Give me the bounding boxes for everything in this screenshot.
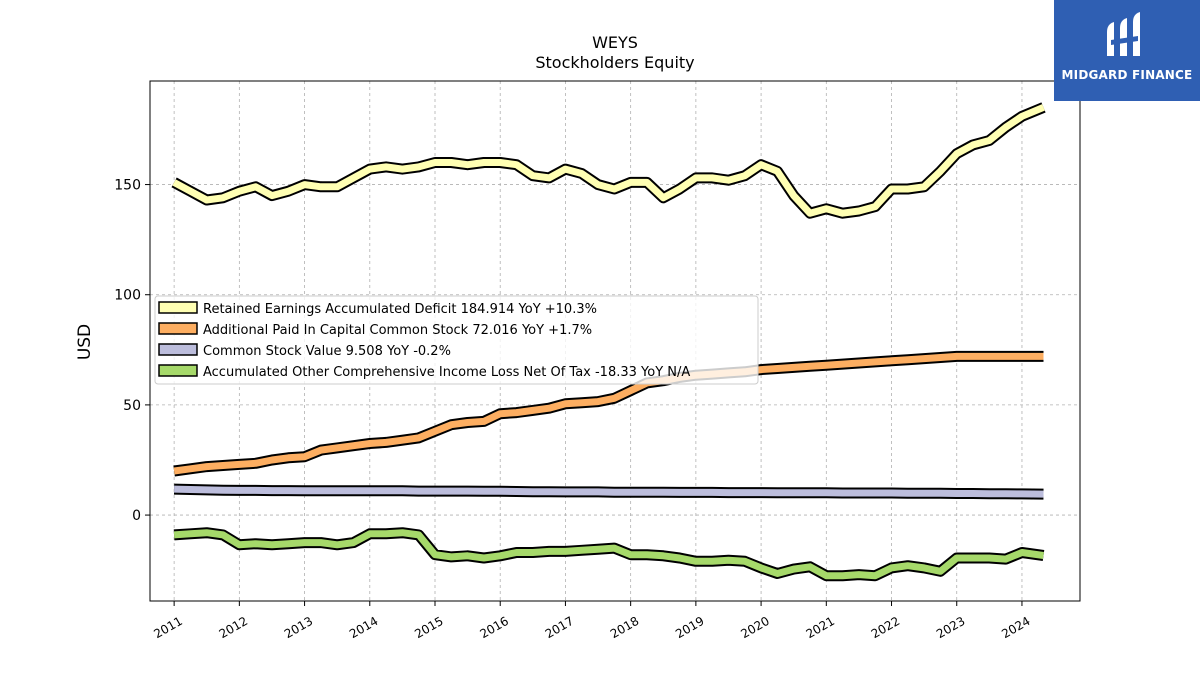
series-lines	[171, 102, 1046, 582]
x-tick-label: 2018	[608, 614, 641, 641]
y-ticks: 0 50 100 150	[114, 178, 150, 524]
series-line-accumulated-other-comprehensive-income-l	[173, 529, 1044, 580]
x-tick-label: 2016	[477, 614, 510, 641]
x-tick-label: 2022	[869, 614, 902, 641]
legend-swatch-retained-earnings	[158, 301, 198, 314]
chart-title: WEYS	[592, 33, 638, 52]
y-axis-label: USD	[75, 324, 95, 360]
plot-frame	[149, 80, 1081, 602]
legend: Retained Earnings Accumulated Deficit 18…	[154, 295, 759, 385]
series-line-common-stock-value-yoy	[174, 485, 1044, 498]
series-line-additional-paid-in-capital-common-stock-	[173, 352, 1044, 475]
x-tick-label: 2021	[804, 614, 837, 641]
y-tick-label: 150	[114, 178, 141, 194]
x-tick-label: 2020	[738, 614, 771, 641]
brand-logo-wordmark: MIDGARD FINANCE	[1061, 68, 1193, 82]
legend-label-accumulated-oci: Accumulated Other Comprehensive Income L…	[203, 365, 690, 380]
x-tick-label: 2017	[543, 614, 576, 641]
legend-label-common-stock-value: Common Stock Value 9.508 YoY -0.2%	[203, 344, 451, 359]
brand-logo-mark-icon	[1107, 12, 1140, 56]
x-tick-label: 2019	[673, 614, 706, 641]
legend-swatch-additional-paid-in-capital	[158, 322, 198, 335]
legend-box	[154, 295, 759, 385]
x-tick-label: 2023	[934, 614, 967, 641]
legend-label-retained-earnings: Retained Earnings Accumulated Deficit 18…	[203, 302, 597, 317]
chart-subtitle: Stockholders Equity	[535, 53, 694, 72]
brand-logo: MIDGARD FINANCE	[1054, 0, 1200, 101]
legend-label-additional-paid-in-capital: Additional Paid In Capital Common Stock …	[203, 323, 592, 338]
x-tick-label: 2024	[999, 614, 1032, 641]
legend-swatch-common-stock-value	[158, 343, 198, 356]
legend-swatch-accumulated-oci	[158, 364, 198, 377]
x-tick-label: 2014	[347, 614, 380, 641]
y-tick-label: 100	[114, 288, 141, 304]
y-tick-label: 50	[123, 398, 141, 414]
y-tick-label: 0	[132, 508, 141, 524]
x-tick-label: 2012	[217, 614, 250, 641]
x-tick-label: 2011	[151, 614, 184, 641]
x-ticks: 2011 2012 2013 2014 2015 2016 2017 2018 2019 2020…	[151, 601, 1033, 641]
x-tick-label: 2015	[412, 614, 445, 641]
series-line-retained-earnings-accumulated-deficit-yo	[172, 104, 1045, 217]
x-tick-label: 2013	[282, 614, 315, 641]
